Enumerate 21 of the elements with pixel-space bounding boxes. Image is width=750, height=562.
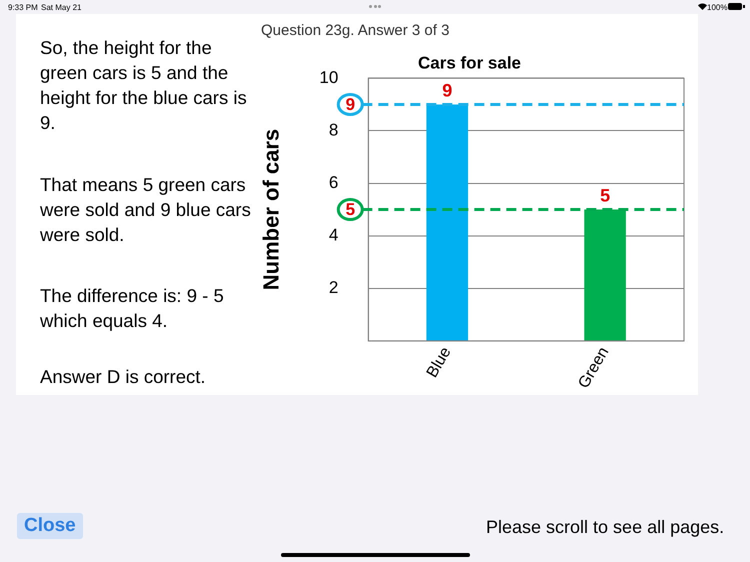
y-tick-label: 2 xyxy=(328,278,338,298)
text: Sat May 21 xyxy=(41,3,82,12)
text: 100% xyxy=(707,3,728,12)
text: The difference is: 9 - 5 which equals 4. xyxy=(40,284,225,333)
y-tick-label: 4 xyxy=(328,226,338,244)
y-tick-label: 10 xyxy=(319,68,338,87)
text: So, the height for the green cars is 5 and the height for the blue cars is 9. xyxy=(40,36,248,135)
ref-line-label: 9 xyxy=(346,95,356,114)
y-tick-label: 8 xyxy=(328,120,338,140)
text: Question 23g. Answer 3 of 3 xyxy=(261,22,450,39)
data-label: 5 xyxy=(600,186,610,206)
text: That means 5 green cars were sold and 9 blue cars were sold. xyxy=(40,173,252,247)
text: Please scroll to see all pages. xyxy=(486,517,724,538)
chart-title: Cars for sale xyxy=(418,54,521,73)
y-tick-label: 6 xyxy=(328,172,338,192)
y-axis-title: Number of cars xyxy=(258,128,284,290)
text: Answer D is correct. xyxy=(40,365,207,389)
data-label: 9 xyxy=(442,80,452,100)
ref-line-label: 5 xyxy=(346,200,356,220)
text: 9:33 PM xyxy=(8,3,38,12)
text: Close xyxy=(17,513,83,539)
